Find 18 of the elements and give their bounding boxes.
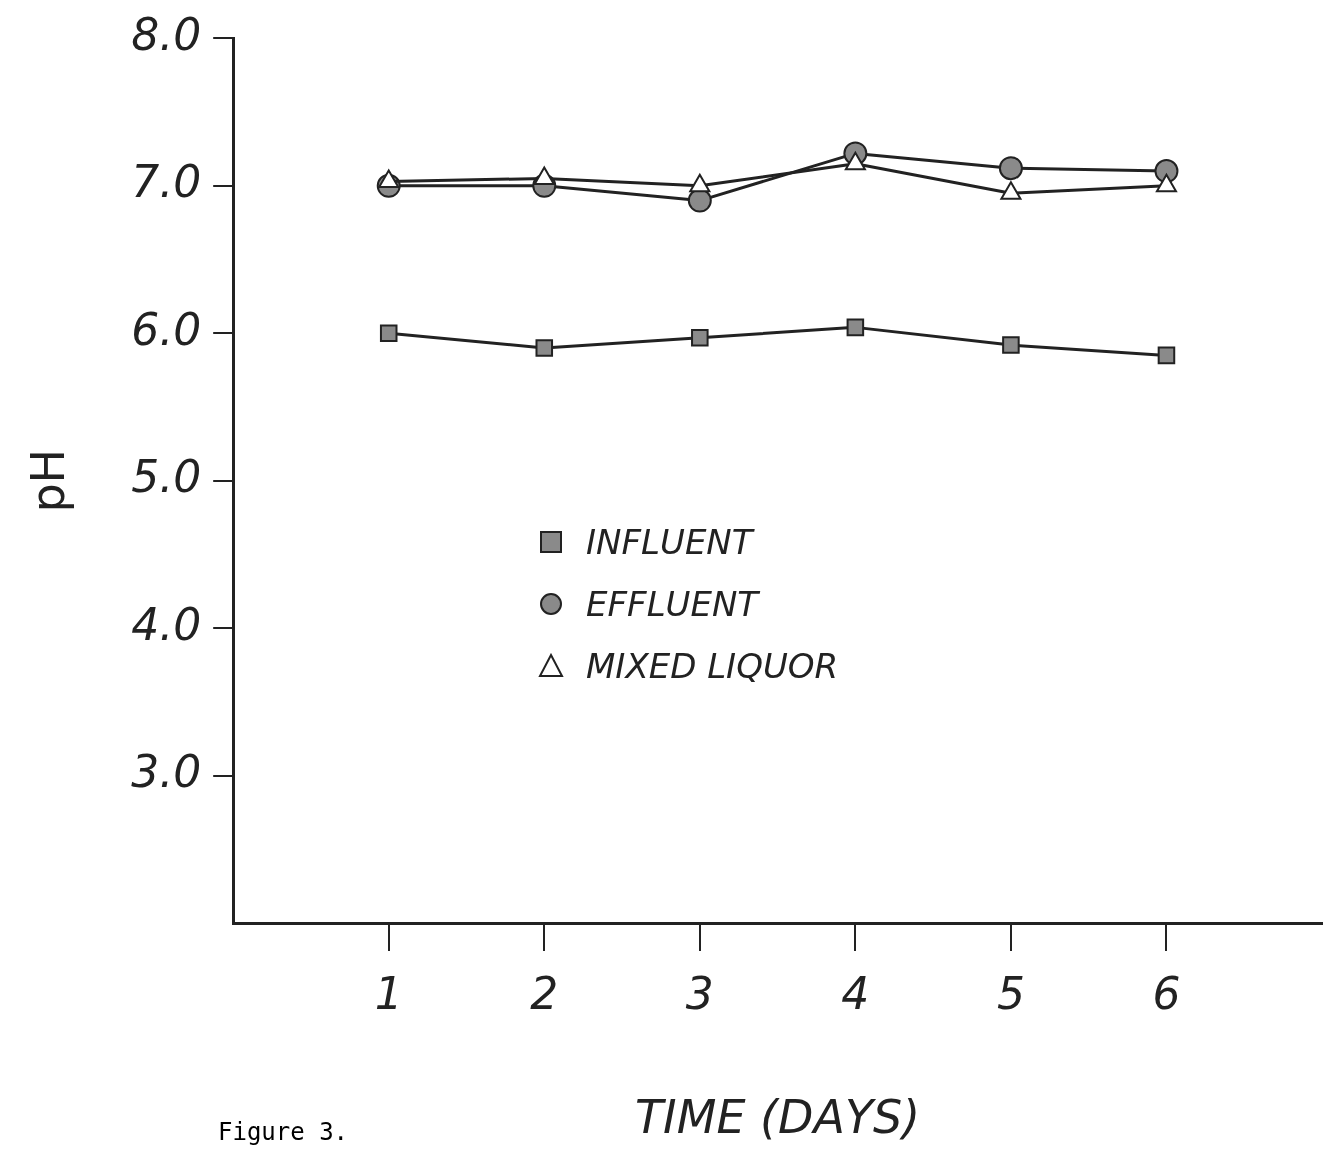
y-tick-label: 3.0 [131,746,202,797]
x-tick-label: 4 [841,967,870,1019]
y-tick-label: 8.0 [131,8,202,60]
y-axis-title: pH [20,448,75,513]
y-tick-label: 4.0 [131,598,202,650]
legend-label: EFFLUENT [586,583,759,624]
x-tick-label: 6 [1152,967,1181,1019]
legend-label: MIXED LIQUOR [586,645,839,686]
x-axis-title: TIME (DAYS) [635,1090,921,1145]
y-tick-label: 5.0 [131,451,202,503]
y-tick-label: 6.0 [131,303,202,355]
y-tick-label: 7.0 [131,156,202,208]
caption: Figure 3. [218,1118,349,1146]
x-tick-label: 3 [685,967,714,1019]
x-tick-label: 2 [530,967,559,1019]
x-tick-label: 5 [996,967,1025,1019]
legend-label: INFLUENT [586,521,753,562]
x-tick-label: 1 [374,967,403,1019]
